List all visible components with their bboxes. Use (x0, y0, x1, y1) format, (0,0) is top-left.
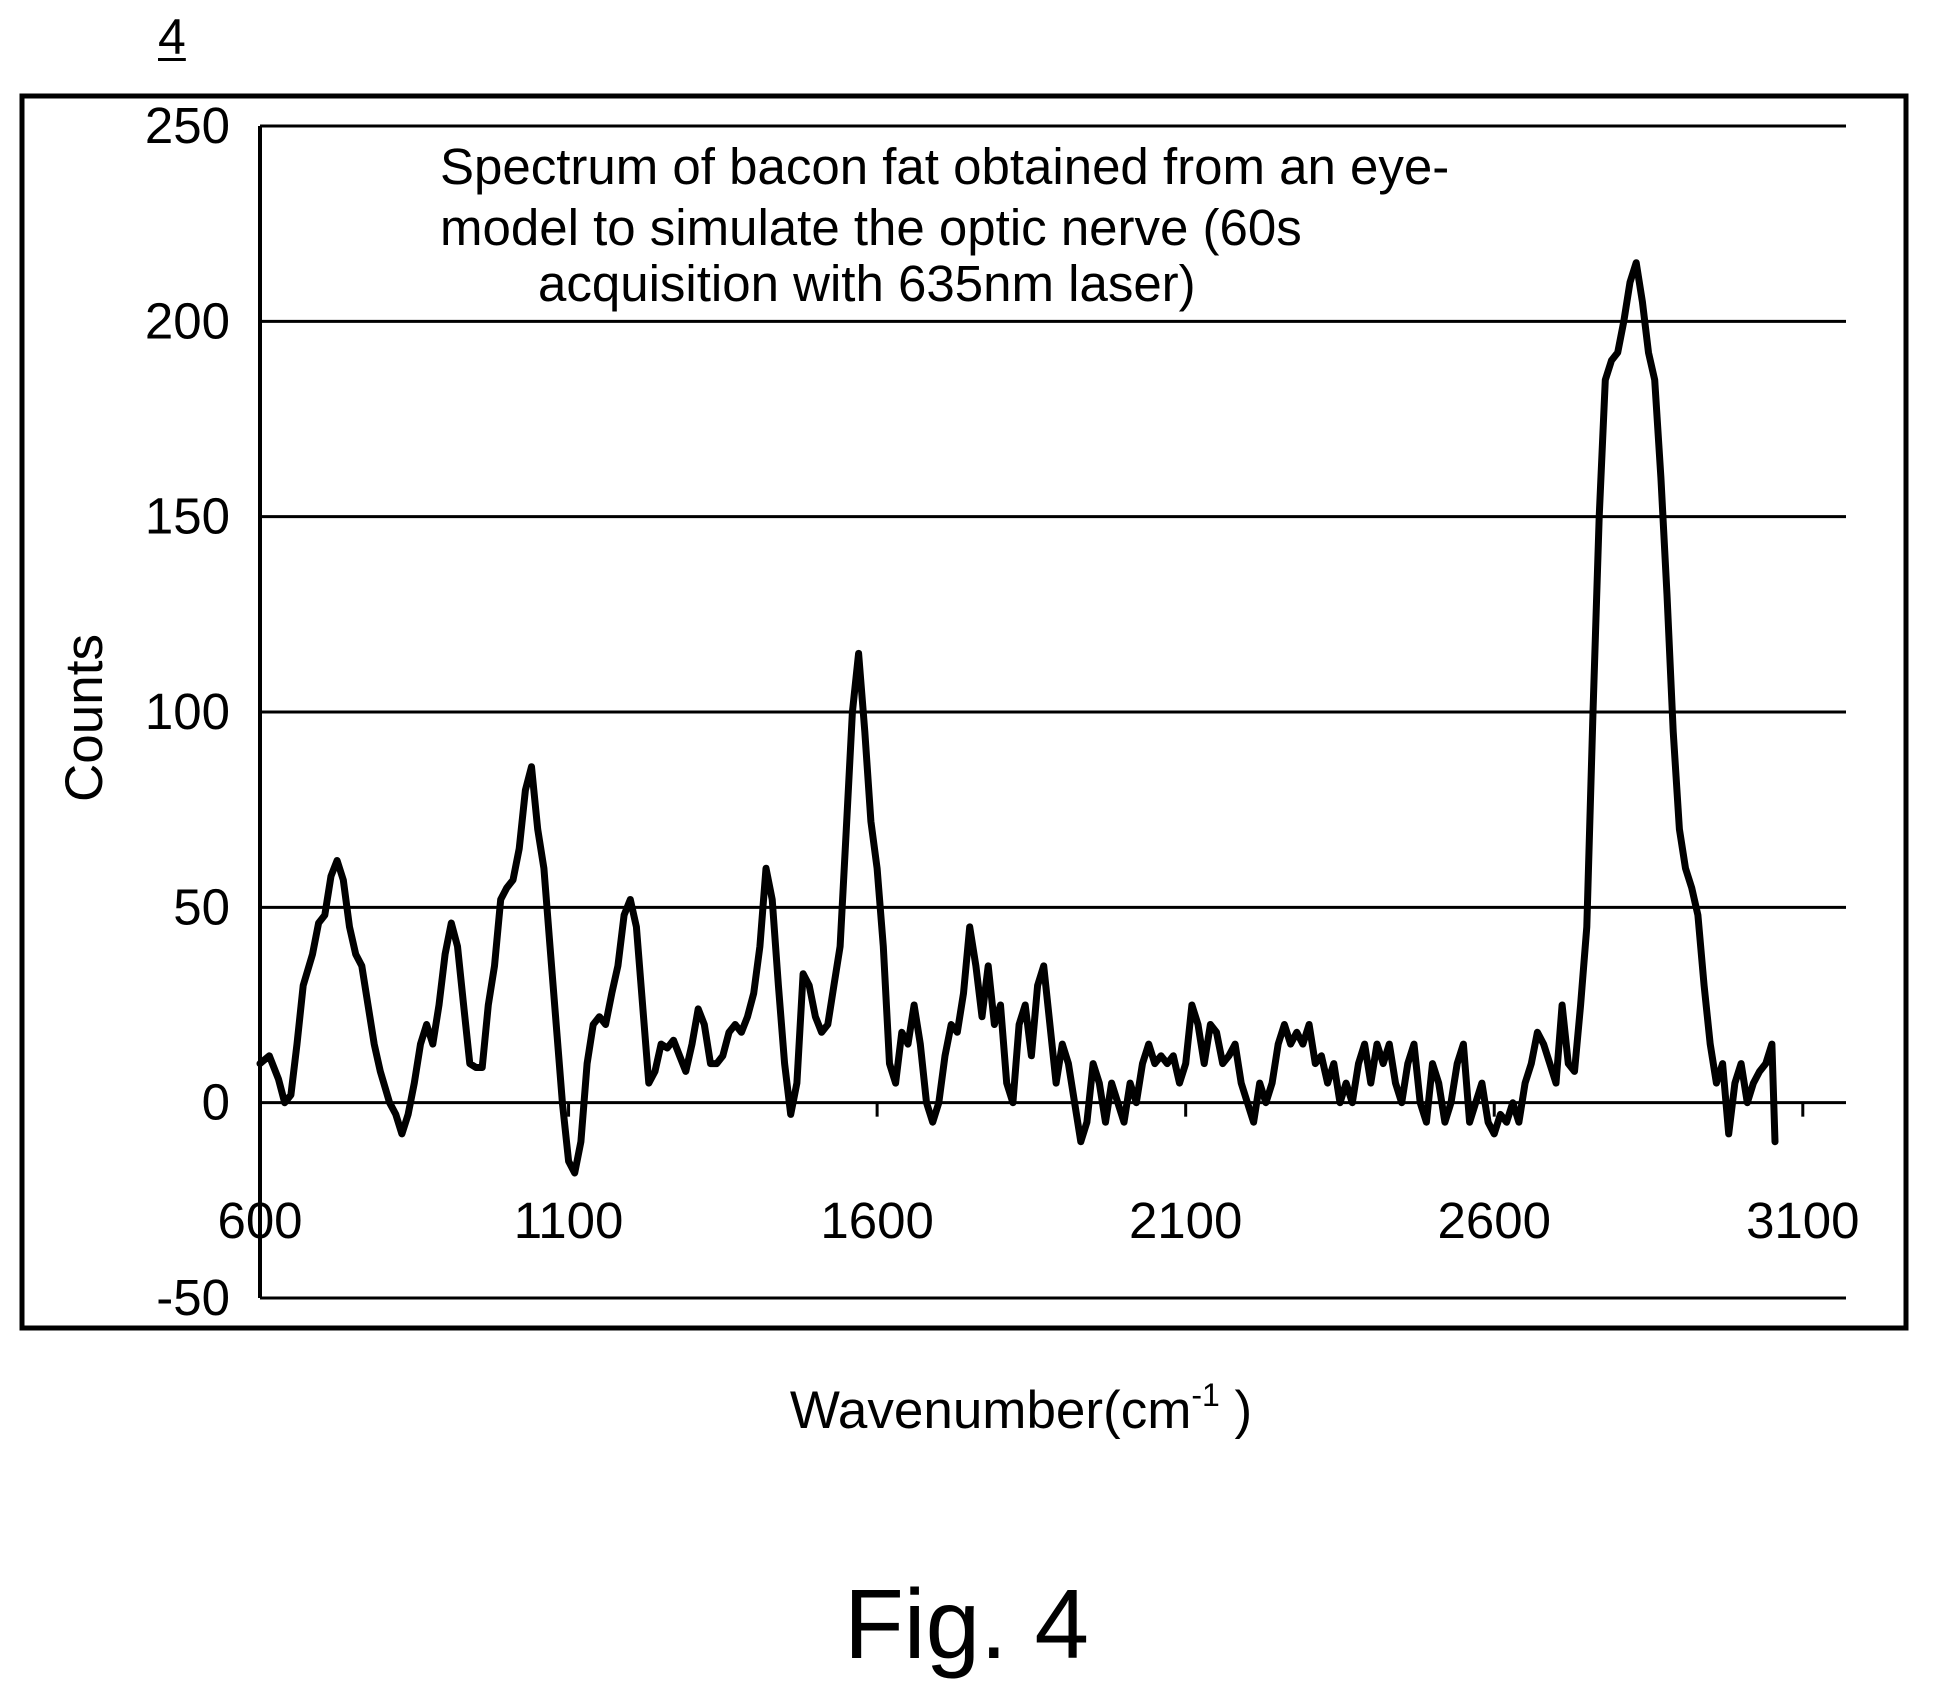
spectrum-line (256, 259, 1779, 1177)
x-tick-label: 600 (217, 1192, 302, 1249)
annotation-line-2: model to simulate the optic nerve (60s (440, 199, 1302, 256)
chart-annotation: Spectrum of bacon fat obtained from an e… (440, 138, 1449, 312)
y-tick-label: 250 (145, 97, 230, 154)
axis-ticks: -50 0 50 100 150 200 250 600 1100 1600 2100 2600 310… (145, 97, 1860, 1326)
annotation-line-1: Spectrum of bacon fat obtained from an e… (440, 138, 1449, 195)
x-tick-label: 1100 (514, 1192, 624, 1249)
x-tick-label: 1600 (820, 1192, 933, 1249)
y-tick-label: 150 (145, 488, 230, 545)
data-series (256, 259, 1779, 1177)
y-tick-label: 100 (145, 683, 230, 740)
grid-lines (260, 124, 1846, 1300)
annotation-line-3: acquisition with 635nm laser) (538, 255, 1196, 312)
figure-caption: Fig. 4 (843, 1569, 1090, 1679)
y-tick-label: 0 (202, 1074, 230, 1131)
y-tick-label: 200 (145, 292, 230, 349)
x-tick-label: 2100 (1129, 1192, 1242, 1249)
chart-frame (19, 93, 1909, 1331)
figure-reference-number: 4 (158, 9, 186, 65)
x-tick-label: 2600 (1438, 1192, 1551, 1249)
x-axis-label-superscript: -1 (1191, 1377, 1219, 1413)
x-axis-label-main: Wavenumber(cm (790, 1381, 1192, 1440)
y-tick-label: -50 (156, 1269, 230, 1326)
x-tick-label: 3100 (1746, 1192, 1859, 1249)
x-axis-label-close: ) (1220, 1381, 1252, 1440)
y-tick-label: 50 (173, 878, 230, 935)
y-axis-label: Counts (55, 634, 114, 802)
x-axis-label: Wavenumber(cm-1 ) (790, 1377, 1252, 1440)
